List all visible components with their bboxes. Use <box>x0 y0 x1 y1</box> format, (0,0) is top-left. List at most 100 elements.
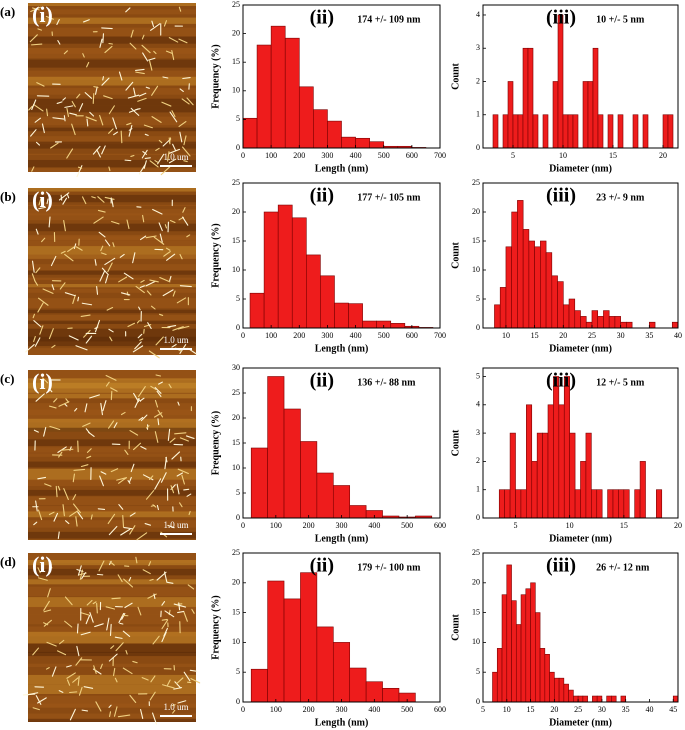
fiber <box>50 142 59 149</box>
fiber <box>155 374 162 377</box>
afm-image <box>25 188 198 359</box>
fiber <box>149 578 154 581</box>
fiber <box>133 442 142 451</box>
fiber <box>158 222 163 232</box>
fiber <box>93 216 104 224</box>
fiber <box>119 253 125 258</box>
fiber <box>106 617 110 631</box>
fiber <box>78 103 84 112</box>
image-label: (i) <box>32 2 53 27</box>
fiber <box>82 196 87 205</box>
y-tick-label: 1 <box>476 485 480 494</box>
bar <box>626 321 633 329</box>
fiber <box>173 687 183 690</box>
scale-bar-label: 1.0 um <box>163 520 188 530</box>
x-axis-label: Length (nm) <box>315 163 369 174</box>
fiber <box>58 451 63 458</box>
fiber <box>36 82 45 87</box>
image-band <box>28 453 196 457</box>
image-band <box>28 48 196 58</box>
annotation: 177 +/- 105 nm <box>357 192 421 203</box>
image-band <box>28 27 196 37</box>
image-band <box>28 254 196 260</box>
fiber <box>122 667 133 675</box>
fiber <box>73 243 77 250</box>
fiber <box>167 151 170 162</box>
bar <box>526 404 533 519</box>
fiber <box>151 20 155 28</box>
fiber <box>100 252 107 256</box>
fiber <box>32 647 40 656</box>
fiber <box>155 147 160 151</box>
fiber <box>55 485 58 498</box>
bar <box>522 47 529 149</box>
axes-frame <box>242 367 441 519</box>
fiber <box>99 270 106 282</box>
fiber <box>85 428 91 434</box>
fiber <box>77 511 84 520</box>
bar <box>334 302 349 329</box>
fiber <box>97 209 106 213</box>
x-tick-label: 5 <box>481 705 485 714</box>
bar <box>390 323 406 329</box>
bar <box>607 114 614 149</box>
fiber <box>181 98 190 105</box>
fiber <box>158 381 163 385</box>
fiber <box>85 116 97 122</box>
fiber <box>181 146 191 157</box>
fiber <box>149 60 153 71</box>
fiber <box>123 526 133 530</box>
fiber <box>153 236 165 245</box>
bar <box>277 204 293 329</box>
image-band <box>28 439 196 446</box>
bar <box>517 200 524 329</box>
fiber <box>110 390 113 401</box>
fiber <box>138 386 146 398</box>
image-band <box>28 336 196 347</box>
fiber <box>179 502 183 508</box>
fiber <box>186 493 192 497</box>
fiber <box>35 228 39 235</box>
fiber <box>109 336 113 342</box>
annotation: 179 +/- 100 nm <box>357 562 421 573</box>
fiber <box>120 292 131 296</box>
x-tick-label: 35 <box>622 705 630 714</box>
image-band <box>28 511 196 518</box>
fiber <box>34 280 39 286</box>
fiber <box>100 402 103 416</box>
bar <box>671 321 679 329</box>
fiber <box>150 305 156 310</box>
fiber <box>35 695 42 705</box>
fiber <box>141 677 149 681</box>
fiber <box>167 524 175 529</box>
fiber <box>178 38 188 44</box>
fiber <box>129 430 139 436</box>
image-band <box>28 643 196 653</box>
fiber <box>57 485 61 491</box>
fiber <box>171 50 175 61</box>
fiber <box>177 700 187 704</box>
fiber <box>111 597 121 600</box>
bar <box>574 310 581 329</box>
fiber <box>158 313 164 316</box>
fiber <box>118 71 123 81</box>
bar <box>617 114 624 149</box>
fiber <box>71 123 76 136</box>
fiber <box>62 504 65 517</box>
fiber <box>33 521 38 526</box>
fiber <box>163 20 168 27</box>
fiber <box>49 425 61 431</box>
bar <box>539 648 546 703</box>
image-band <box>28 98 196 106</box>
fiber <box>91 196 96 199</box>
x-tick-label: 600 <box>406 331 418 340</box>
bar <box>587 81 594 149</box>
fiber <box>110 387 118 392</box>
afm-image <box>28 3 196 178</box>
x-tick-label: 30 <box>598 705 606 714</box>
fiber <box>76 645 80 657</box>
fiber <box>33 335 36 343</box>
image-band <box>28 320 196 324</box>
fiber <box>122 630 131 637</box>
y-tick-label: 15 <box>232 607 240 616</box>
